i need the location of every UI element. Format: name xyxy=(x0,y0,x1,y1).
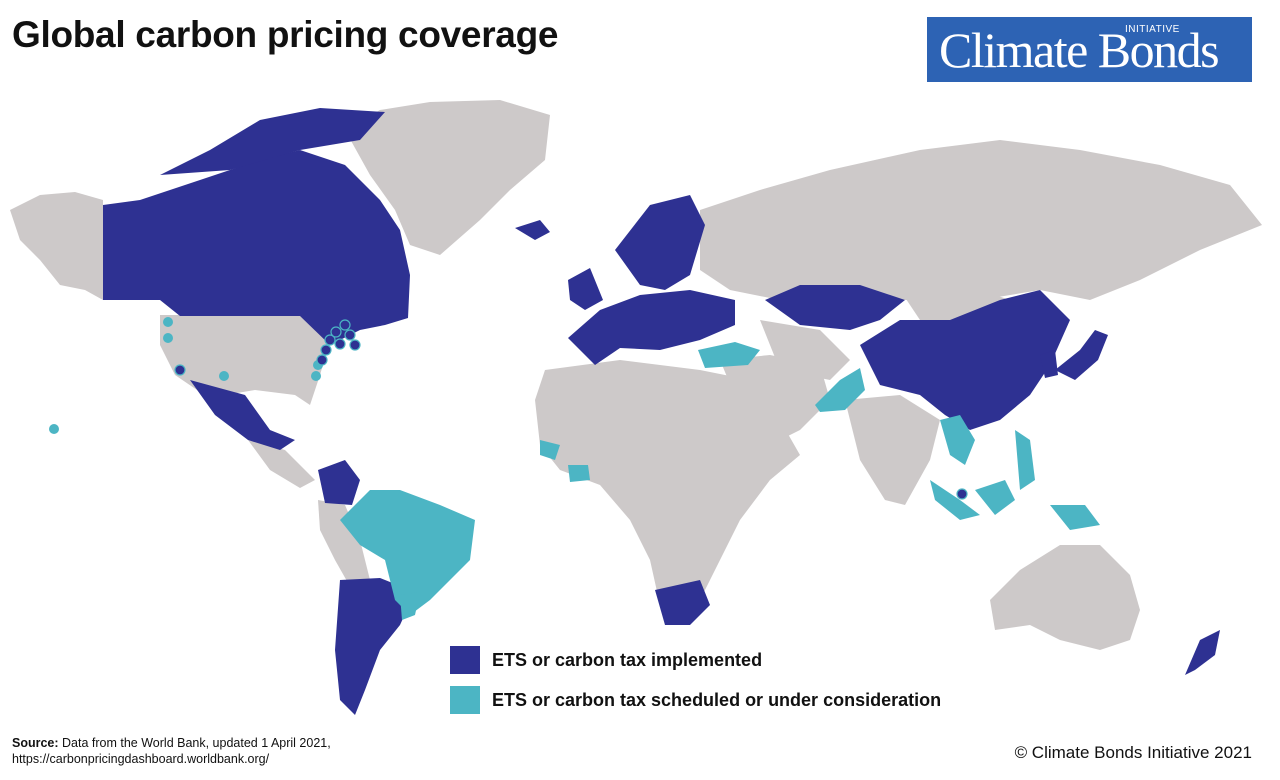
region-indonesia xyxy=(930,480,980,520)
marker-rggi-3 xyxy=(330,326,342,338)
legend-item-implemented: ETS or carbon tax implemented xyxy=(450,646,941,674)
marker-oregon xyxy=(163,333,173,343)
region-cote-divoire xyxy=(568,465,590,482)
region-chile-argentina xyxy=(335,578,415,715)
region-korea xyxy=(1040,350,1058,378)
region-russia xyxy=(700,140,1262,300)
marker-north-carolina xyxy=(311,371,321,381)
source-text: Data from the World Bank, updated 1 Apri… xyxy=(62,736,331,750)
region-mexico xyxy=(190,380,295,450)
logo-subtitle: INITIATIVE xyxy=(1125,24,1180,35)
marker-rggi-6 xyxy=(334,338,346,350)
region-new-zealand xyxy=(1185,630,1220,675)
region-usa xyxy=(160,315,330,405)
region-scandinavia xyxy=(615,195,705,290)
marker-rggi-8 xyxy=(316,354,328,366)
region-china xyxy=(860,290,1070,430)
region-borneo xyxy=(975,480,1015,515)
region-alaska xyxy=(10,192,103,300)
marker-rggi-7 xyxy=(349,339,361,351)
legend-item-scheduled: ETS or carbon tax scheduled or under con… xyxy=(450,686,941,714)
region-south-america-west xyxy=(318,500,370,590)
implemented-regions xyxy=(103,108,1220,715)
region-kazakhstan xyxy=(765,285,905,330)
implemented-markers xyxy=(174,319,968,500)
region-japan xyxy=(1055,330,1108,380)
no-pricing-regions xyxy=(10,100,1262,650)
legend-label-scheduled: ETS or carbon tax scheduled or under con… xyxy=(492,689,942,710)
region-south-africa xyxy=(655,580,710,625)
region-india xyxy=(845,395,940,505)
map-title: Global carbon pricing coverage xyxy=(12,14,559,55)
marker-rggi-1 xyxy=(320,344,332,356)
region-central-asia xyxy=(760,320,850,380)
region-uk xyxy=(568,268,603,310)
legend-label-implemented: ETS or carbon tax implemented xyxy=(492,649,763,670)
region-west-africa xyxy=(540,440,560,460)
region-canada-arctic xyxy=(160,108,385,175)
marker-rggi-2 xyxy=(324,334,336,346)
region-brazil xyxy=(340,490,475,615)
marker-washington xyxy=(163,317,173,327)
region-new-guinea xyxy=(1050,505,1100,530)
scheduled-regions xyxy=(49,317,1100,620)
region-iceland xyxy=(515,220,550,240)
legend-swatch-scheduled xyxy=(450,686,480,714)
marker-california xyxy=(174,364,186,376)
logo-wordmark: Climate Bonds xyxy=(939,22,1220,78)
region-philippines xyxy=(1015,430,1035,490)
region-greenland xyxy=(345,100,550,255)
source-label: Source: xyxy=(12,736,59,750)
marker-rggi-5 xyxy=(344,329,356,341)
source-note: Source: Data from the World Bank, update… xyxy=(12,735,331,767)
region-australia xyxy=(990,545,1140,650)
region-north-africa xyxy=(535,360,800,605)
climate-bonds-logo: Climate Bonds INITIATIVE xyxy=(927,17,1252,82)
region-southeast-asia xyxy=(940,415,975,465)
marker-rggi-4 xyxy=(339,319,351,331)
copyright-notice: © Climate Bonds Initiative 2021 xyxy=(1014,743,1252,762)
marker-singapore xyxy=(956,488,968,500)
region-central-america xyxy=(248,440,315,488)
region-pakistan xyxy=(815,368,865,412)
source-url[interactable]: https://carbonpricingdashboard.worldbank… xyxy=(12,752,270,766)
region-europe xyxy=(568,290,735,365)
region-colombia xyxy=(318,460,360,505)
region-uruguay xyxy=(400,592,420,620)
legend-swatch-implemented xyxy=(450,646,480,674)
region-middle-east xyxy=(720,355,830,445)
legend: ETS or carbon tax implemented ETS or car… xyxy=(450,646,941,726)
region-turkey xyxy=(698,342,760,368)
region-canada xyxy=(103,150,410,345)
marker-hawaii xyxy=(49,424,59,434)
marker-new-mexico xyxy=(219,371,229,381)
